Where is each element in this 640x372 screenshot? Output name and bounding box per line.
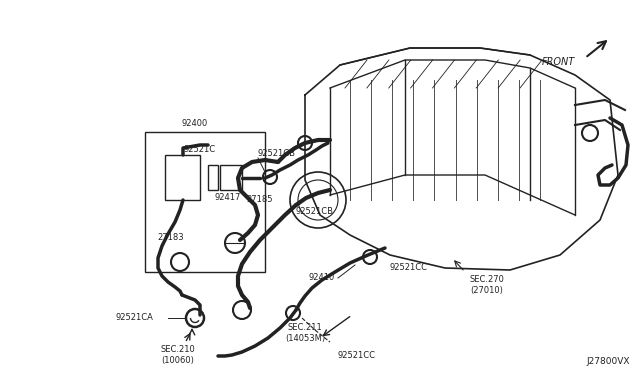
Text: 92521CA: 92521CA xyxy=(115,314,153,323)
Text: 27185: 27185 xyxy=(247,196,273,205)
Text: FRONT: FRONT xyxy=(541,57,575,67)
Bar xyxy=(208,165,218,190)
Text: SEC.210: SEC.210 xyxy=(161,346,195,355)
Text: (27010): (27010) xyxy=(470,285,503,295)
Text: (14053M): (14053M) xyxy=(285,334,325,343)
Text: 92521CB: 92521CB xyxy=(295,208,333,217)
Text: SEC.211: SEC.211 xyxy=(287,324,323,333)
Text: 92521C: 92521C xyxy=(184,145,216,154)
Text: J27800VX: J27800VX xyxy=(586,357,630,366)
Bar xyxy=(145,132,265,272)
Text: 92521CB: 92521CB xyxy=(258,148,296,157)
Bar xyxy=(165,155,200,200)
Text: 92410: 92410 xyxy=(308,273,335,282)
Text: SEC.270: SEC.270 xyxy=(470,276,505,285)
Text: (10060): (10060) xyxy=(161,356,195,365)
Text: 27183: 27183 xyxy=(157,232,184,241)
Text: 92400: 92400 xyxy=(182,119,208,128)
Bar xyxy=(220,165,242,190)
Text: 92521CC: 92521CC xyxy=(390,263,428,272)
Text: 92417: 92417 xyxy=(215,192,241,202)
Text: 92521CC: 92521CC xyxy=(338,350,376,359)
